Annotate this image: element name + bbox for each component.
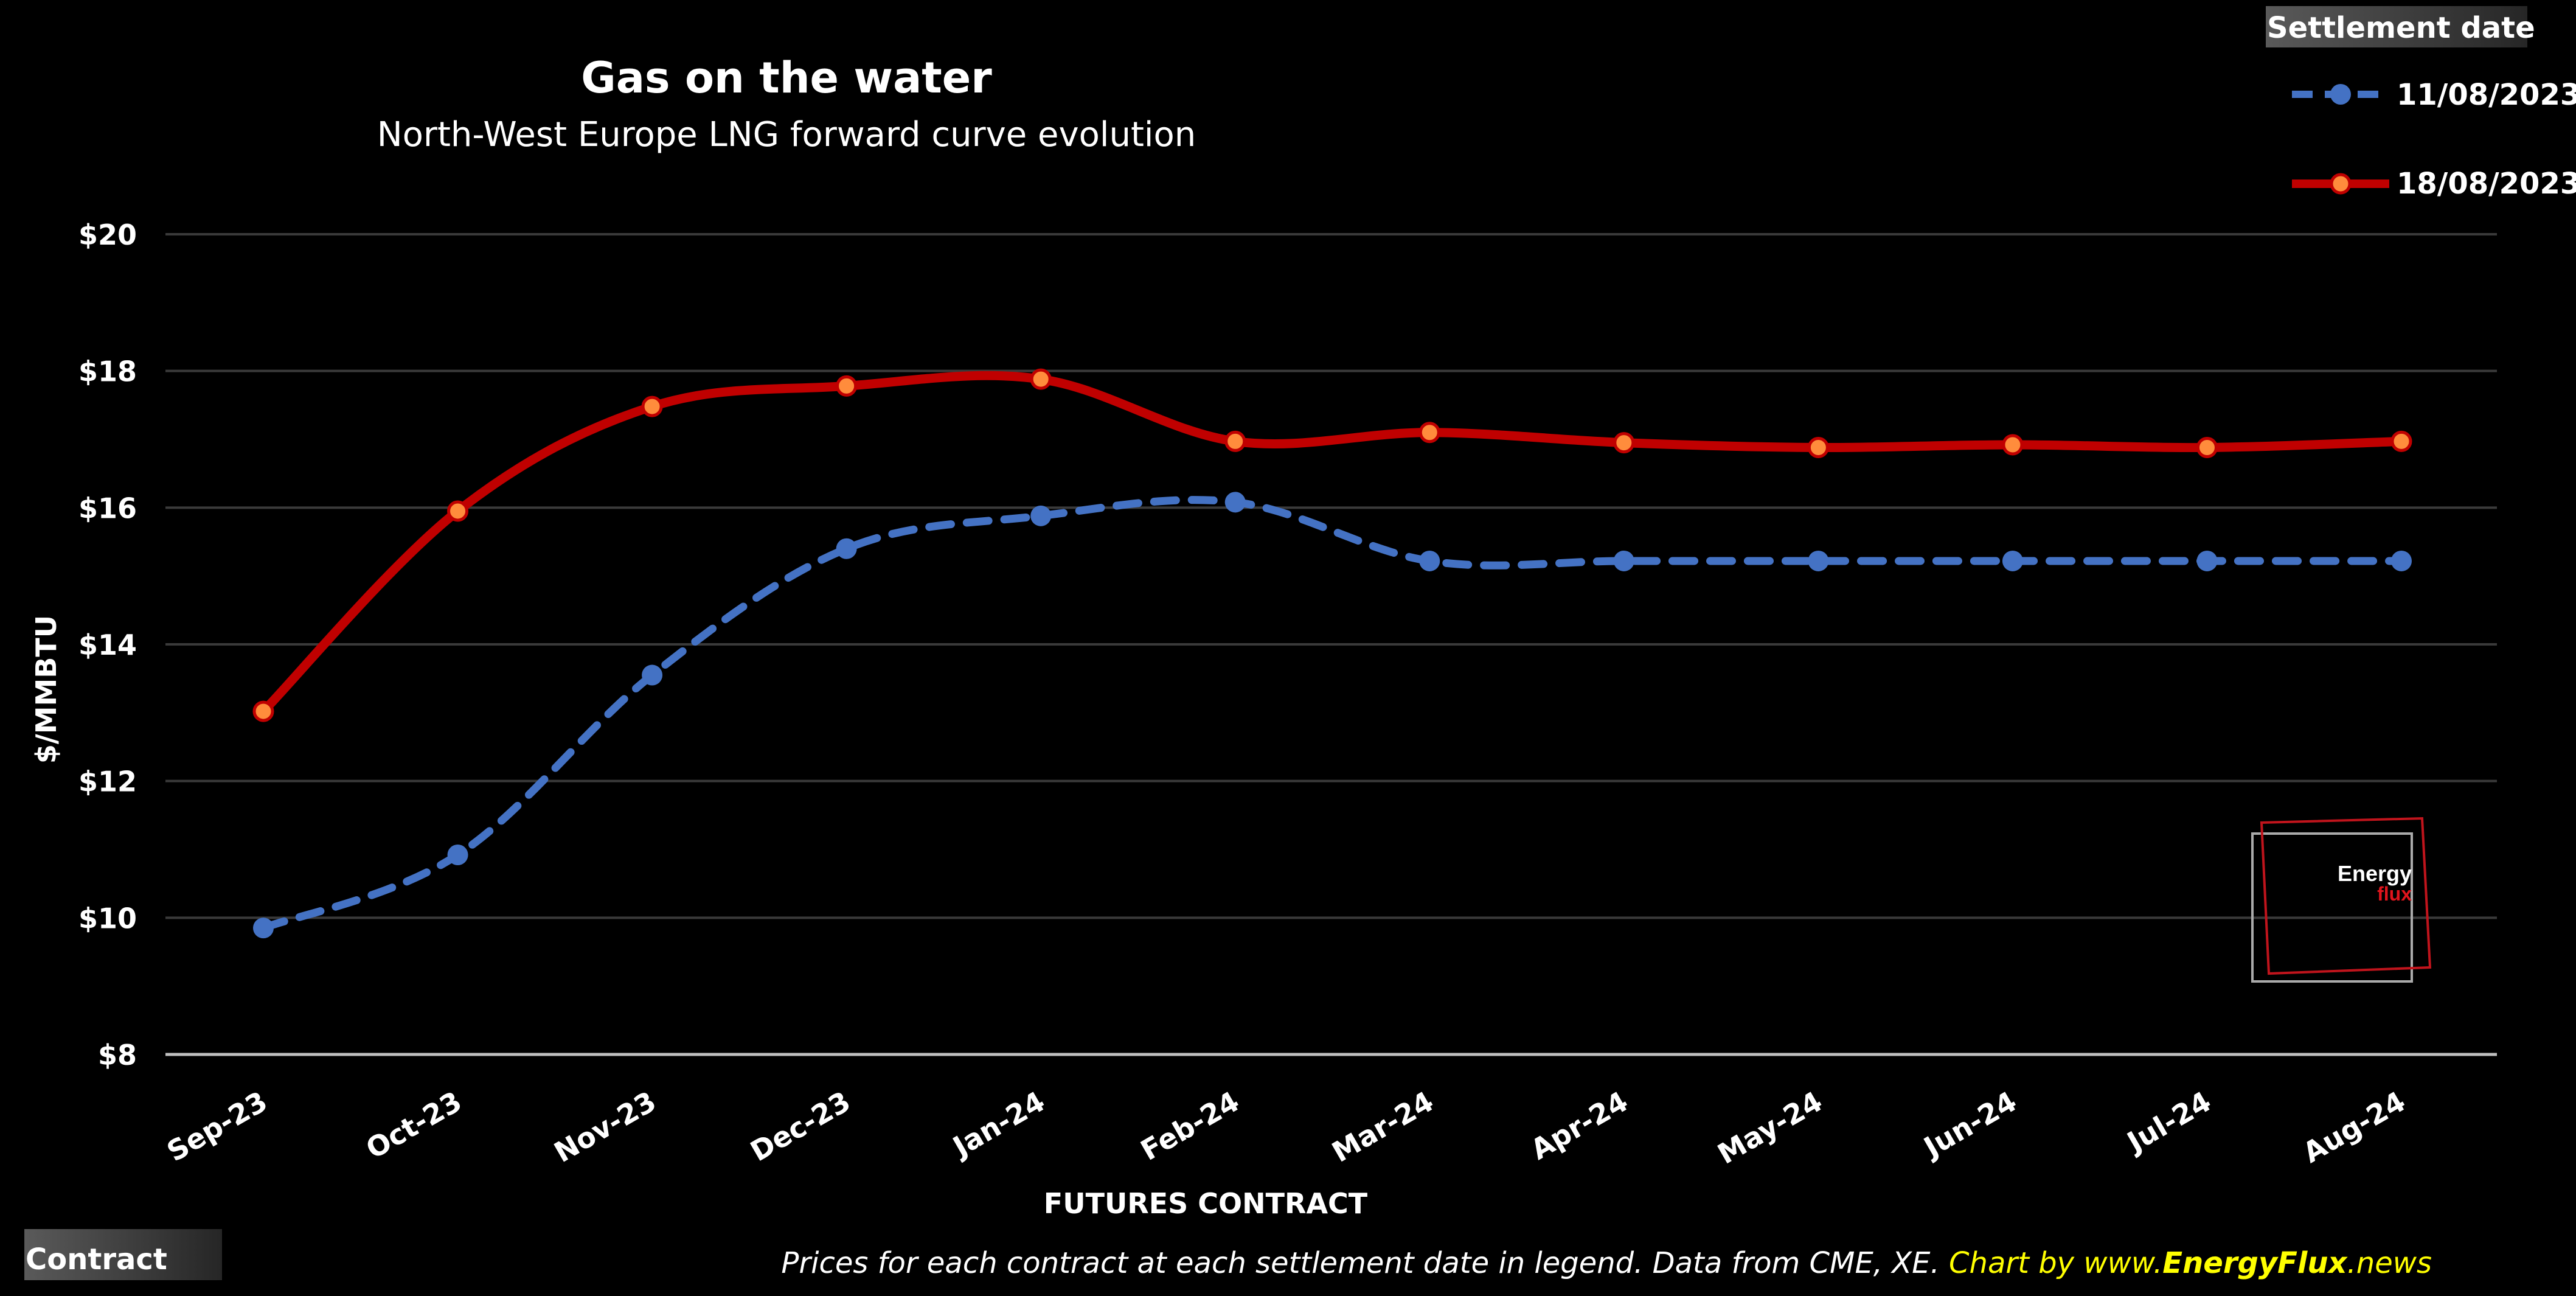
data-point [2002, 434, 2024, 456]
footer-credit-suffix: .news [2347, 1246, 2432, 1280]
data-point [1419, 550, 1440, 571]
contract-field-label: Contract [26, 1242, 167, 1277]
data-point [1807, 436, 1829, 458]
gridlines [165, 233, 2497, 1056]
series-line-2 [259, 371, 2406, 716]
data-point [836, 375, 858, 397]
x-tick-label: Sep-23 [161, 1085, 273, 1168]
x-axis-title: FUTURES CONTRACT [1044, 1187, 1368, 1220]
data-point [252, 700, 274, 722]
legend-title-button[interactable] [2266, 6, 2527, 47]
data-point [836, 538, 857, 559]
data-point [1418, 422, 1440, 444]
legend-title: Settlement date [2267, 11, 2535, 45]
y-tick-label: $14 [78, 629, 137, 661]
chart-title: Gas on the water [581, 53, 992, 103]
y-tick-label: $20 [78, 218, 137, 251]
x-tick-label: May-24 [1712, 1085, 1828, 1171]
logo-word-energy: Energy [2338, 861, 2412, 886]
data-point [2196, 436, 2218, 458]
y-tick-label: $12 [78, 765, 137, 798]
data-point [1224, 492, 1246, 513]
legend-marker-series-2 [2330, 173, 2352, 195]
x-tick-label: Apr-24 [1525, 1085, 1633, 1166]
data-point [447, 500, 469, 522]
data-point [1613, 432, 1635, 454]
data-point [642, 664, 663, 686]
y-axis-ticks: $8 $10 $12 $14 $16 $18 $20 [78, 218, 137, 1071]
data-point [1030, 505, 1052, 526]
series-layer [252, 368, 2412, 939]
logo-word-flux: flux [2377, 883, 2412, 905]
x-tick-label: Dec-23 [745, 1085, 856, 1168]
y-tick-label: $10 [78, 902, 137, 935]
data-point [1808, 550, 1829, 571]
legend-label-series-2: 18/08/2023 [2397, 167, 2576, 201]
x-axis-ticks: Sep-23 Oct-23 Nov-23 Dec-23 Jan-24 Feb-24 Mar-… [161, 1085, 2411, 1171]
y-tick-label: $8 [98, 1039, 137, 1071]
data-point [2196, 550, 2218, 571]
legend: Settlement date 11/08/2023 18/08/2023 [2266, 6, 2576, 201]
x-tick-label: Feb-24 [1135, 1085, 1245, 1167]
data-point [447, 844, 468, 865]
contract-field-button[interactable] [24, 1229, 222, 1280]
footer-note: Prices for each contract at each settlem… [781, 1246, 2432, 1280]
x-tick-label: Jul-24 [2120, 1085, 2217, 1160]
data-point [1224, 430, 1246, 452]
x-tick-label: Aug-24 [2297, 1085, 2411, 1169]
data-point [2391, 550, 2412, 571]
x-tick-label: Nov-23 [549, 1085, 662, 1169]
x-tick-label: Mar-24 [1327, 1085, 1439, 1169]
data-point [2390, 430, 2412, 452]
data-point [641, 395, 663, 417]
x-tick-label: Jan-24 [946, 1085, 1050, 1164]
data-point [1030, 368, 1052, 390]
footer-credit-prefix: Chart by www. [1949, 1246, 2162, 1280]
x-tick-label: Jun-24 [1917, 1085, 2022, 1165]
y-tick-label: $18 [78, 355, 137, 388]
data-point [2002, 550, 2023, 571]
chart-subtitle: North-West Europe LNG forward curve evol… [377, 115, 1196, 155]
footer-credit-brand: EnergyFlux [2162, 1246, 2348, 1280]
legend-marker-series-1 [2330, 84, 2351, 105]
energyflux-logo: Energy flux [2251, 817, 2432, 983]
x-tick-label: Oct-23 [361, 1085, 467, 1165]
series-line-1 [259, 496, 2406, 932]
data-point [253, 918, 274, 939]
y-axis-title: $/MMBTU [30, 615, 63, 764]
y-tick-label: $16 [78, 492, 137, 524]
data-point [1613, 550, 1634, 571]
legend-label-series-1: 11/08/2023 [2397, 78, 2576, 112]
footer-source: Prices for each contract at each settlem… [781, 1246, 1939, 1280]
